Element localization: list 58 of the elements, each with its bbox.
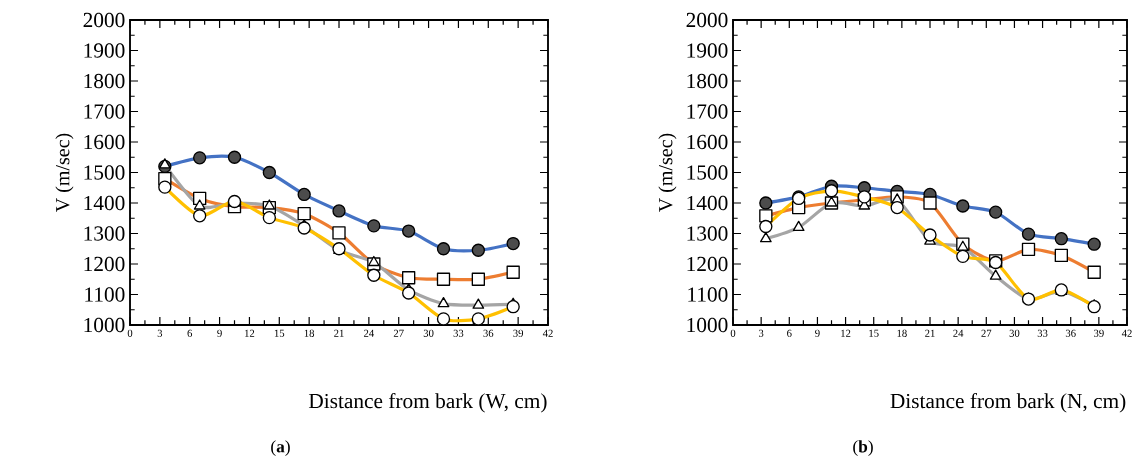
x-tick-label: 9 bbox=[217, 329, 222, 337]
y-tick-label: 1700 bbox=[687, 104, 728, 119]
x-tick-label: 36 bbox=[483, 329, 494, 337]
y-tick-label: 1500 bbox=[687, 165, 728, 180]
x-tick-label: 42 bbox=[1121, 329, 1132, 337]
x-tick-label: 18 bbox=[304, 329, 315, 337]
y-tick-label: 1900 bbox=[687, 43, 728, 58]
x-tick-label: 33 bbox=[453, 329, 464, 337]
y-tick-label: 2000 bbox=[686, 12, 728, 28]
y-tick-label: 1400 bbox=[84, 195, 125, 211]
y-tick-label: 1600 bbox=[84, 134, 125, 150]
x-tick-label: 24 bbox=[363, 329, 375, 337]
y-tick-label: 1500 bbox=[84, 165, 125, 180]
x-tick-label: 24 bbox=[953, 329, 964, 337]
y-tick-label: 1100 bbox=[688, 287, 728, 302]
y-tick-label: 1300 bbox=[687, 226, 728, 241]
x-tick-label: 18 bbox=[897, 329, 907, 337]
x-tick-label: 3 bbox=[157, 329, 163, 337]
y-axis-title: V (m/sec) bbox=[55, 133, 74, 212]
x-tick-label: 6 bbox=[187, 329, 193, 337]
x-tick-label: 9 bbox=[815, 329, 820, 337]
x-tick-label: 0 bbox=[127, 329, 133, 337]
x-tick-label: 30 bbox=[1009, 329, 1020, 337]
x-tick-label: 15 bbox=[869, 329, 879, 337]
y-tick-label: 1200 bbox=[687, 256, 728, 272]
x-tick-label: 33 bbox=[1037, 329, 1048, 337]
x-tick-label: 15 bbox=[274, 329, 285, 337]
y-tick-label: 1200 bbox=[84, 256, 125, 272]
y-tick-label: 1800 bbox=[687, 73, 728, 89]
y-tick-label: 2000 bbox=[83, 12, 125, 28]
x-tick-label: 12 bbox=[841, 329, 851, 337]
x-tick-label: 27 bbox=[393, 329, 404, 337]
x-tick-label: 36 bbox=[1065, 329, 1076, 337]
x-tick-label: 42 bbox=[542, 329, 553, 337]
x-tick-label: 39 bbox=[1094, 329, 1104, 337]
x-tick-label: 21 bbox=[334, 329, 344, 337]
y-tick-label: 1700 bbox=[84, 104, 125, 119]
x-tick-label: 12 bbox=[245, 329, 255, 337]
y-tick-label: 1400 bbox=[687, 195, 728, 211]
text: (b) bbox=[853, 440, 873, 456]
x-tick-label: 30 bbox=[423, 329, 434, 337]
x-tick-label: 0 bbox=[730, 329, 736, 337]
y-tick-label: 1800 bbox=[84, 73, 125, 89]
y-axis-title: V (m/sec) bbox=[658, 133, 677, 212]
x-axis-title: Distance from bark (N, cm) bbox=[890, 392, 1126, 413]
text: (a) bbox=[271, 440, 290, 456]
y-tick-label: 1100 bbox=[85, 287, 125, 302]
x-axis-title: Distance from bark (W, cm) bbox=[308, 392, 547, 413]
x-tick-label: 39 bbox=[513, 329, 524, 337]
y-tick-label: 1300 bbox=[84, 226, 125, 241]
x-tick-label: 6 bbox=[787, 329, 792, 337]
y-tick-label: 1600 bbox=[687, 134, 728, 150]
y-tick-label: 1900 bbox=[84, 43, 125, 58]
x-tick-label: 27 bbox=[981, 329, 992, 337]
x-tick-label: 21 bbox=[925, 329, 935, 337]
y-tick-label: 1000 bbox=[84, 317, 125, 333]
y-tick-label: 1000 bbox=[687, 317, 728, 333]
x-tick-label: 3 bbox=[758, 329, 764, 337]
